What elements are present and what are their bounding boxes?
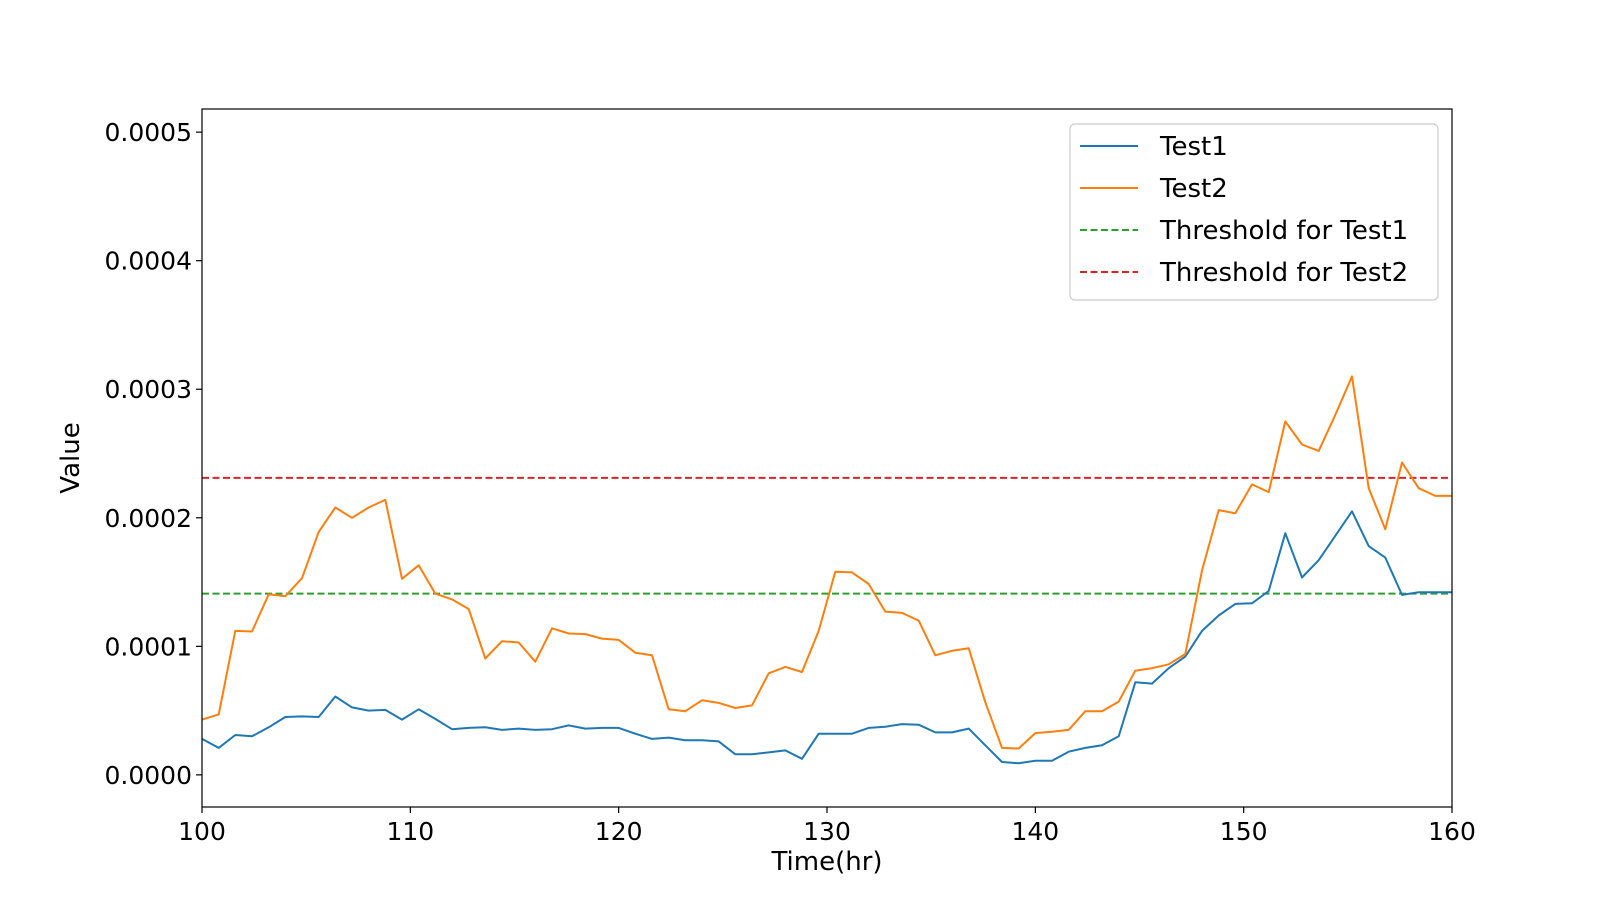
legend-label: Test1 <box>1159 132 1228 162</box>
legend: Test1 Test2 Threshold for Test1 Threshold f… <box>1069 123 1439 301</box>
y-tick-label: 0.0002 <box>105 504 192 533</box>
x-tick-label: 130 <box>803 817 851 846</box>
series-layer <box>202 375 1452 765</box>
y-axis-label: Value <box>56 422 86 493</box>
series-test2-line <box>202 375 1452 750</box>
y-tick-label: 0.0005 <box>105 118 192 147</box>
legend-label: Threshold for Test1 <box>1159 216 1408 246</box>
x-axis-ticks: 100 110 120 130 140 150 160 <box>178 807 1476 846</box>
y-tick-label: 0.0003 <box>105 375 192 404</box>
x-tick-label: 120 <box>595 817 643 846</box>
x-tick-label: 110 <box>386 817 434 846</box>
x-axis-label: Time(hr) <box>770 847 882 877</box>
x-tick-label: 100 <box>178 817 226 846</box>
x-tick-label: 150 <box>1220 817 1268 846</box>
legend-box <box>1069 123 1439 301</box>
y-tick-label: 0.0000 <box>105 761 192 790</box>
x-tick-label: 160 <box>1428 817 1476 846</box>
series-test1-line <box>202 510 1452 765</box>
x-tick-label: 140 <box>1011 817 1059 846</box>
legend-label: Threshold for Test2 <box>1159 258 1408 288</box>
legend-label: Test2 <box>1159 174 1228 204</box>
y-tick-label: 0.0001 <box>105 632 192 661</box>
y-tick-label: 0.0004 <box>105 247 192 276</box>
y-axis-ticks: 0.0000 0.0001 0.0002 0.0003 0.0004 0.0005 <box>105 118 202 790</box>
